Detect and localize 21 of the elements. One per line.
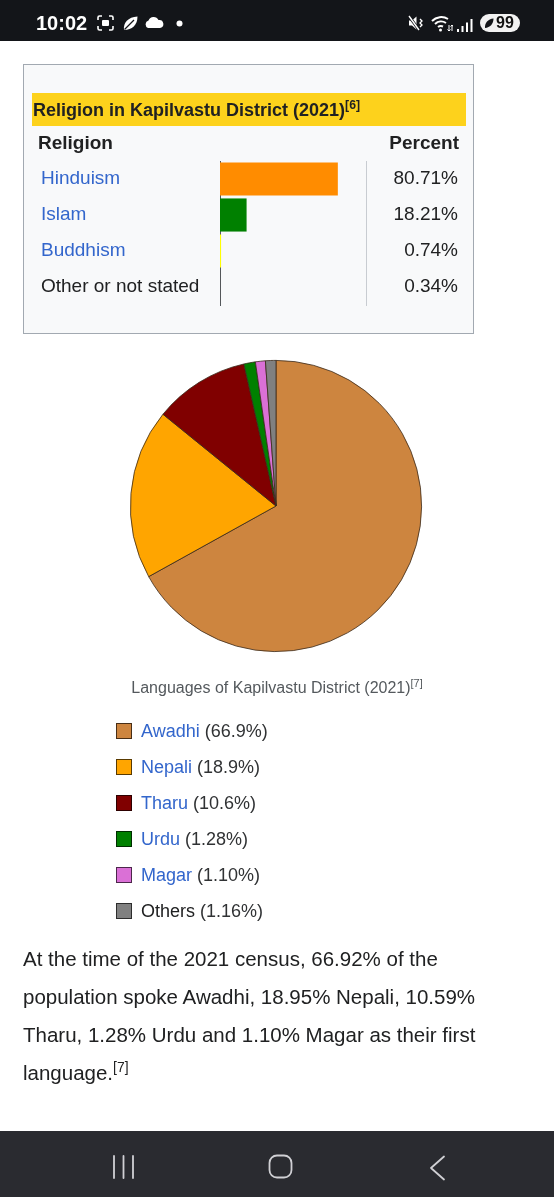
data-label: 0.34%	[404, 275, 459, 297]
data-label: 0.74%	[404, 239, 459, 261]
y-tick-label: Islam	[41, 203, 87, 225]
legend-label: Nepali (18.9%)	[141, 756, 261, 778]
legend-label: Awadhi (66.9%)	[141, 720, 268, 742]
legend-label: Magar (1.10%)	[141, 864, 261, 886]
chart-title: Religion in Kapilvastu District (2021)$^{[6]}$	[32, 93, 466, 126]
y-axis-title: Religion	[38, 132, 113, 154]
y-tick-label: Hinduism	[41, 167, 121, 189]
y-tick-label: Other or not stated	[41, 275, 200, 297]
text: 99	[496, 13, 514, 33]
legend-label: Tharu (10.6%)	[141, 792, 257, 814]
x-axis-title: Percent	[389, 132, 459, 154]
text: Languages of Kapilvastu District (2021)$^{[7]}$	[130, 676, 424, 698]
data-label: 80.71%	[393, 167, 459, 189]
legend-label: Others (1.16%)	[141, 900, 264, 922]
data-label: 18.21%	[393, 203, 459, 225]
y-tick-label: Buddhism	[41, 239, 126, 261]
legend-label: Urdu (1.28%)	[141, 828, 249, 850]
text: 10:02	[36, 11, 88, 36]
text: At the time of the 2021 census, 66.92% of the population spoke Awadhi, 18.95% Nepali, 10.59% Tharu, 1.28% Urdu and 1.10% Magar as their first language.$^{[7]}$	[23, 946, 477, 1086]
